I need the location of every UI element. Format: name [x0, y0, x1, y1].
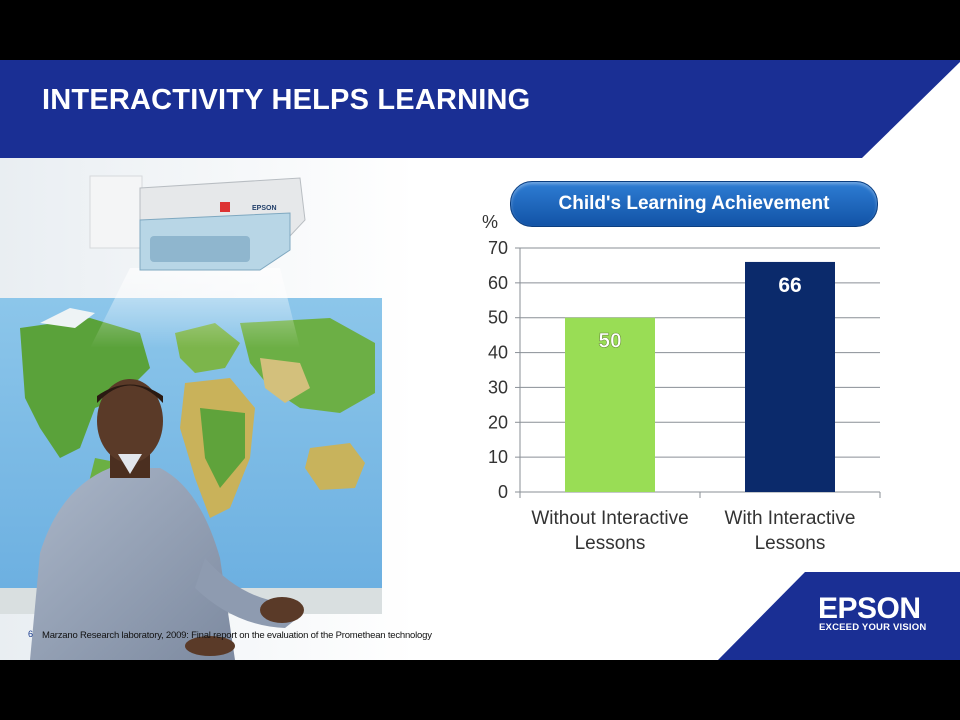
- y-tick-label: 70: [488, 238, 508, 258]
- teacher-figure: [30, 379, 304, 660]
- y-axis-label: %: [482, 212, 498, 232]
- title-bar: [0, 60, 960, 158]
- y-tick-label: 30: [488, 377, 508, 397]
- footnote-source: Marzano Research laboratory, 2009: Final…: [42, 630, 432, 641]
- projector-brand-label: EPSON: [252, 205, 277, 212]
- y-tick-label: 20: [488, 412, 508, 432]
- bar-chart: % 0 10 20 30 40 50 60 70 50 Without Interactive Les…: [482, 212, 881, 554]
- x-category-label: With Interactive: [725, 508, 856, 529]
- data-label: 66: [778, 274, 801, 297]
- epson-logo: EPSON: [818, 592, 921, 625]
- y-tick-label: 10: [488, 447, 508, 467]
- slide-title: INTERACTIVITY HELPS LEARNING: [42, 84, 531, 116]
- y-tick-label: 50: [488, 308, 508, 328]
- chart-title-pill: Child's Learning Achievement: [510, 181, 878, 227]
- x-category-label: Without Interactive: [531, 508, 688, 529]
- slide-number: 6: [28, 629, 34, 639]
- y-tick-label: 60: [488, 273, 508, 293]
- x-category-label: Lessons: [755, 533, 826, 554]
- teacher-world-map-projector-illustration: EPSON: [0, 158, 520, 660]
- bar-without-interactive: [565, 317, 655, 492]
- bar-with-interactive: [745, 261, 835, 492]
- y-tick-label: 0: [498, 482, 508, 502]
- epson-tagline: EXCEED YOUR VISION: [819, 622, 927, 633]
- y-tick-label: 40: [488, 343, 508, 363]
- x-category-label: Lessons: [575, 533, 646, 554]
- projector-image: EPSON: [89, 175, 306, 271]
- slide: INTERACTIVITY HELPS LEARNING: [0, 60, 960, 660]
- data-label: 50: [598, 330, 621, 353]
